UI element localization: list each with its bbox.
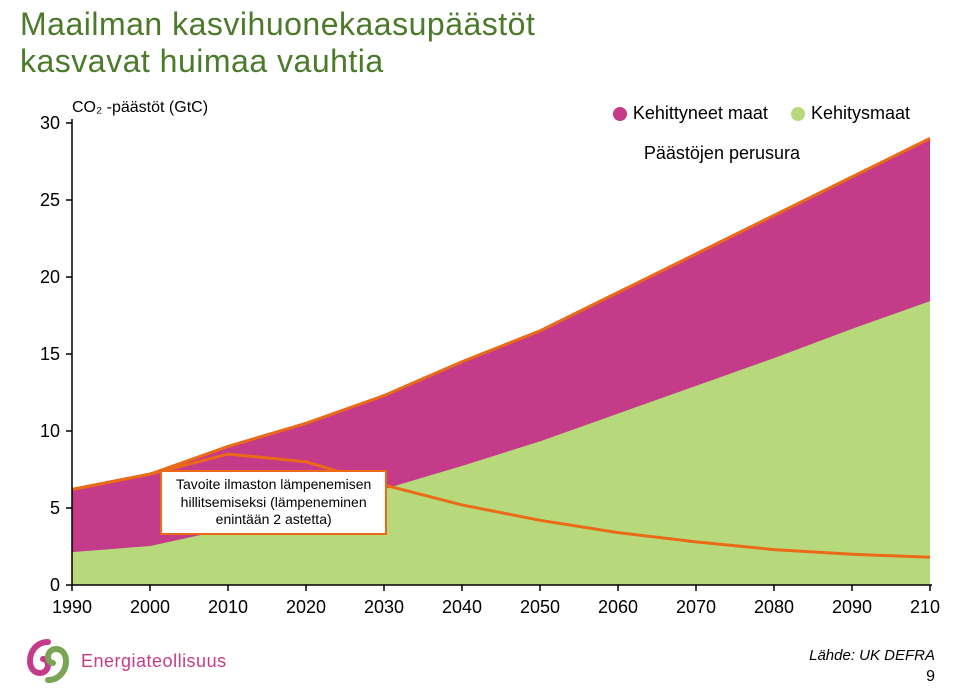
svg-text:15: 15 <box>40 344 60 364</box>
svg-text:0: 0 <box>50 575 60 595</box>
annotation-line3: enintään 2 astetta) <box>216 511 332 527</box>
svg-text:2080: 2080 <box>754 597 794 617</box>
logo-text: Energiateollisuus <box>81 651 227 672</box>
logo: Energiateollisuus <box>25 638 227 684</box>
svg-text:2010: 2010 <box>208 597 248 617</box>
title-line2: kasvavat huimaa vauhtia <box>20 43 384 79</box>
legend-dot-developing <box>791 107 805 121</box>
svg-text:1990: 1990 <box>52 597 92 617</box>
page-number: 9 <box>926 668 935 686</box>
svg-text:2020: 2020 <box>286 597 326 617</box>
svg-text:20: 20 <box>40 267 60 287</box>
y-axis-title: CO₂ -päästöt (GtC) <box>72 99 208 117</box>
svg-text:2030: 2030 <box>364 597 404 617</box>
svg-text:2000: 2000 <box>130 597 170 617</box>
chart-legend: Kehittyneet maat Kehitysmaat <box>595 103 910 126</box>
svg-text:25: 25 <box>40 190 60 210</box>
chart-svg: 0 5 10 15 20 25 30 1990 2000 2010 2020 2030 2040 2050… <box>20 95 940 625</box>
legend-item-developing: Kehitysmaat <box>791 103 910 124</box>
slide-title: Maailman kasvihuonekaasupäästöt kasvavat… <box>20 6 535 80</box>
title-line1: Maailman kasvihuonekaasupäästöt <box>20 6 535 42</box>
svg-text:5: 5 <box>50 498 60 518</box>
legend-label-developing: Kehitysmaat <box>811 103 910 124</box>
annotation-line2: hillitsemiseksi (lämpeneminen <box>181 494 367 510</box>
svg-text:30: 30 <box>40 113 60 133</box>
source-label: Lähde: UK DEFRA <box>809 647 935 664</box>
emissions-chart: 0 5 10 15 20 25 30 1990 2000 2010 2020 2030 2040 2050… <box>20 95 940 625</box>
svg-text:2050: 2050 <box>520 597 560 617</box>
legend-item-developed: Kehittyneet maat <box>613 103 768 124</box>
logo-swirl-icon <box>25 638 71 684</box>
baseline-label: Päästöjen perusura <box>644 143 800 164</box>
legend-label-developed: Kehittyneet maat <box>633 103 768 124</box>
annotation-line1: Tavoite ilmaston lämpenemisen <box>176 476 371 492</box>
svg-text:2060: 2060 <box>598 597 638 617</box>
svg-text:2100: 2100 <box>910 597 940 617</box>
svg-text:2090: 2090 <box>832 597 872 617</box>
svg-text:2070: 2070 <box>676 597 716 617</box>
svg-text:10: 10 <box>40 421 60 441</box>
legend-dot-developed <box>613 107 627 121</box>
svg-text:2040: 2040 <box>442 597 482 617</box>
target-annotation: Tavoite ilmaston lämpenemisen hillitsemi… <box>160 470 387 535</box>
